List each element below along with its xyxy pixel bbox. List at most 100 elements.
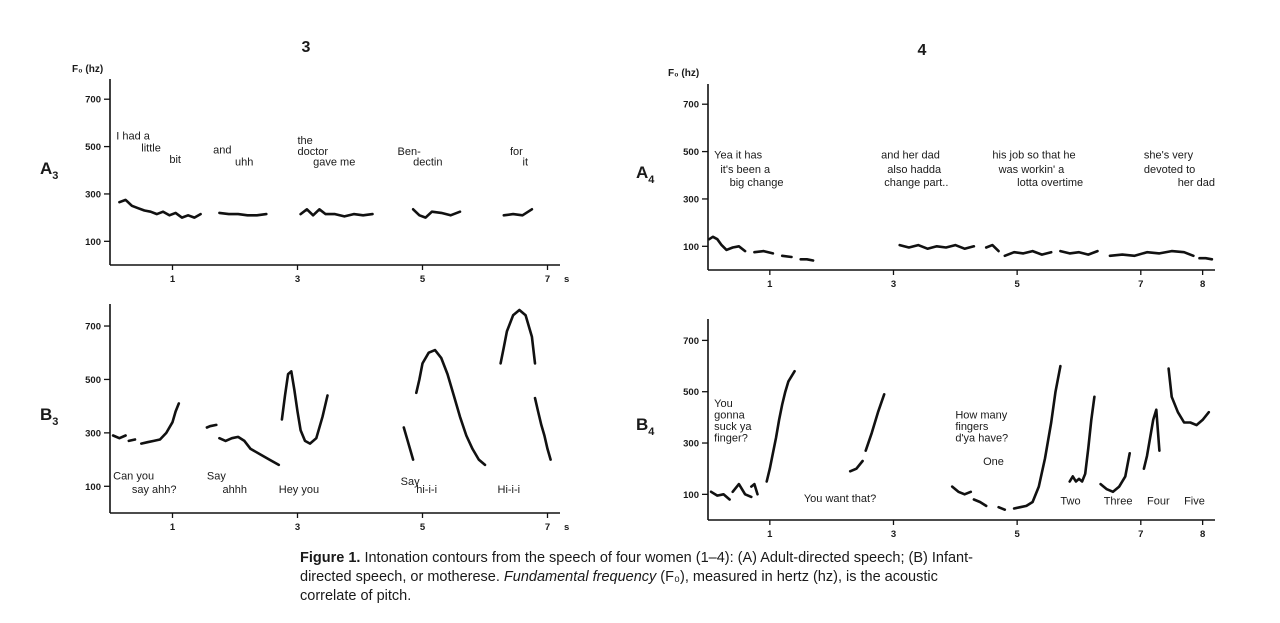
pitch-contour [1142,408,1161,470]
x-tick-label: 7 [1138,529,1143,540]
y-tick-label: 700 [683,100,699,111]
panel-label-subscript: 4 [648,426,655,438]
utterance-label: ahhh [223,484,247,496]
x-tick-label: 5 [420,522,426,533]
panel-label-subscript: 4 [648,174,655,186]
utterance-label: dectin [413,157,442,169]
pitch-contour [707,235,747,253]
utterance-label: Three [1104,496,1133,508]
utterance-label: Say [401,476,420,488]
panel-a4: 4 F₀ (hz) A4 100 300 500 700 1 3 5 7 8 Yea it has it'… [636,42,1215,290]
caption-label: Figure 1. [300,550,361,566]
pitch-contour [780,254,793,259]
x-tick-label: 3 [891,529,896,540]
y-tick-label: 300 [85,428,101,439]
utterance-label: d'ya have? [955,433,1008,445]
utterance-label: Hey you [279,484,319,496]
x-tick-label: 8 [1200,279,1205,290]
utterance-label: devoted to [1144,164,1195,176]
y-tick-label: 100 [683,242,699,253]
x-tick-label: 8 [1200,529,1205,540]
utterance-label: Five [1184,496,1205,508]
pitch-contour [127,438,137,443]
utterance-label: You want that? [804,493,876,505]
pitch-contour [533,396,552,461]
utterance-label: also hadda [887,164,942,176]
utterance-label: change part.. [884,177,948,189]
pitch-contour [864,393,886,452]
pitch-contour [753,249,775,255]
x-tick-label: 5 [420,274,426,285]
y-tick-label: 100 [85,482,101,493]
x-tick-label: 1 [767,529,773,540]
caption-text-2: Fundamental frequency [503,569,657,585]
utterance-label: hi-i-i [416,484,437,496]
utterance-label: say ahh? [132,484,177,496]
panel-label: A3 [40,159,58,182]
pitch-contour [299,208,374,218]
utterance-label: uhh [235,157,253,169]
x-tick-label: 1 [767,279,773,290]
caption-text-1: Intonation contours from the speech of f… [300,550,973,585]
utterance-label: was workin' a [998,164,1066,176]
y-tick-label: 700 [683,336,699,347]
pitch-contour [111,434,127,440]
pitch-contour [1003,249,1053,258]
pitch-contour [765,369,796,483]
pitch-contour [218,435,281,467]
x-tick-label: 7 [1138,279,1143,290]
y-tick-label: 100 [85,237,101,248]
y-tick-label: 300 [683,439,699,450]
panel-a3: 3 F₀ (hz) A3 100 300 500 700 1 3 5 7 s I had alittle… [40,39,569,285]
panel-label-subscript: 3 [52,170,58,182]
y-axis-label: F₀ (hz) [72,64,103,75]
pitch-contour [205,423,218,429]
pitch-contour [502,208,534,217]
utterance-label: Hi-i-i [498,484,521,496]
utterance-label: fingers [955,421,989,433]
utterance-label: doctor [298,146,329,158]
pitch-contour [950,485,973,496]
pitch-contour [415,348,487,467]
utterance-label: and [213,145,231,157]
utterance-label: You [714,398,733,410]
pitch-contour [218,211,268,217]
pitch-contour [1108,249,1195,258]
pitch-contour [799,258,815,262]
utterance-label: Yea it has [714,150,762,162]
x-tick-label: 5 [1014,529,1020,540]
panel-label: B3 [40,405,58,428]
pitch-contour [118,198,202,219]
utterance-label: his job so that he [992,150,1075,162]
utterance-label: suck ya [714,421,752,433]
x-tick-label: 3 [295,274,300,285]
column-header: 3 [302,39,311,56]
utterance-label: lotta overtime [1017,177,1083,189]
y-tick-label: 300 [85,189,101,200]
x-unit-label: s [564,522,569,533]
utterance-label: little [141,142,161,154]
utterance-label: big change [730,177,784,189]
pitch-contour [280,370,329,445]
x-tick-label: 1 [170,522,176,533]
pitch-contour [411,208,462,219]
pitch-contour [750,482,759,496]
pitch-contour [731,482,753,499]
utterance-label: it [523,157,529,169]
pitch-contour [1012,364,1062,510]
utterance-label: gave me [313,157,355,169]
panel-label: B4 [636,415,655,438]
utterance-label: Ben- [398,146,422,158]
column-header: 4 [918,42,927,59]
x-tick-label: 3 [295,522,300,533]
pitch-contour [1099,452,1131,494]
utterance-label: the [298,135,313,147]
y-axis-label: F₀ (hz) [668,68,699,79]
utterance-label: finger? [714,433,748,445]
utterance-label: Say [207,471,226,483]
x-tick-label: 1 [170,274,176,285]
utterance-label: Four [1147,496,1170,508]
pitch-contour [1068,395,1096,483]
pitch-contour [1167,367,1211,427]
x-tick-label: 3 [891,279,896,290]
